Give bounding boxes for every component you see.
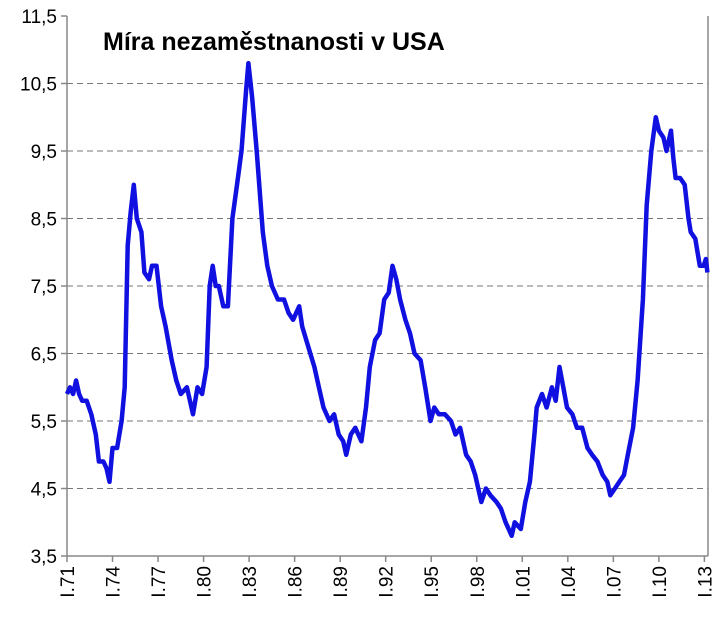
x-tick-label: I.95 [422, 566, 443, 598]
y-tick-label: 7,5 [31, 277, 57, 298]
y-tick-label: 8,5 [31, 210, 57, 231]
x-tick-label: I.83 [240, 566, 261, 598]
y-tick-label: 6,5 [31, 345, 57, 366]
y-tick-label: 11,5 [21, 7, 57, 28]
y-tick-label: 9,5 [31, 142, 57, 163]
x-tick-label: I.13 [695, 566, 716, 598]
x-tick-label: I.92 [377, 566, 398, 598]
y-axis-labels: 3,5 4,5 5,5 6,5 7,5 8,5 9,5 10,5 11,5 [20, 7, 57, 568]
x-tick-label: I.77 [149, 566, 170, 598]
x-axis-labels: I.71 I.74 I.77 I.80 I.83 I.86 I.89 I.92 I.95 I.98… [58, 566, 716, 598]
x-tick-label: I.01 [513, 566, 534, 598]
y-tick-label: 10,5 [20, 75, 57, 96]
x-tick-label: I.07 [604, 566, 625, 598]
y-tick-label: 4,5 [31, 480, 57, 501]
x-tick-label: I.86 [286, 566, 307, 598]
x-tick-label: I.89 [331, 566, 352, 598]
y-tick-label: 3,5 [31, 547, 57, 568]
x-tick-label: I.04 [559, 566, 580, 598]
x-tick-label: I.71 [58, 566, 79, 598]
x-tick-label: I.74 [104, 566, 125, 598]
y-tick-label: 5,5 [31, 412, 57, 433]
x-tick-label: I.80 [195, 566, 216, 598]
series-line [64, 60, 710, 539]
x-tick-label: I.98 [468, 566, 489, 598]
x-tick-label: I.10 [650, 566, 671, 598]
chart-title: Míra nezaměstnanosti v USA [103, 28, 445, 56]
